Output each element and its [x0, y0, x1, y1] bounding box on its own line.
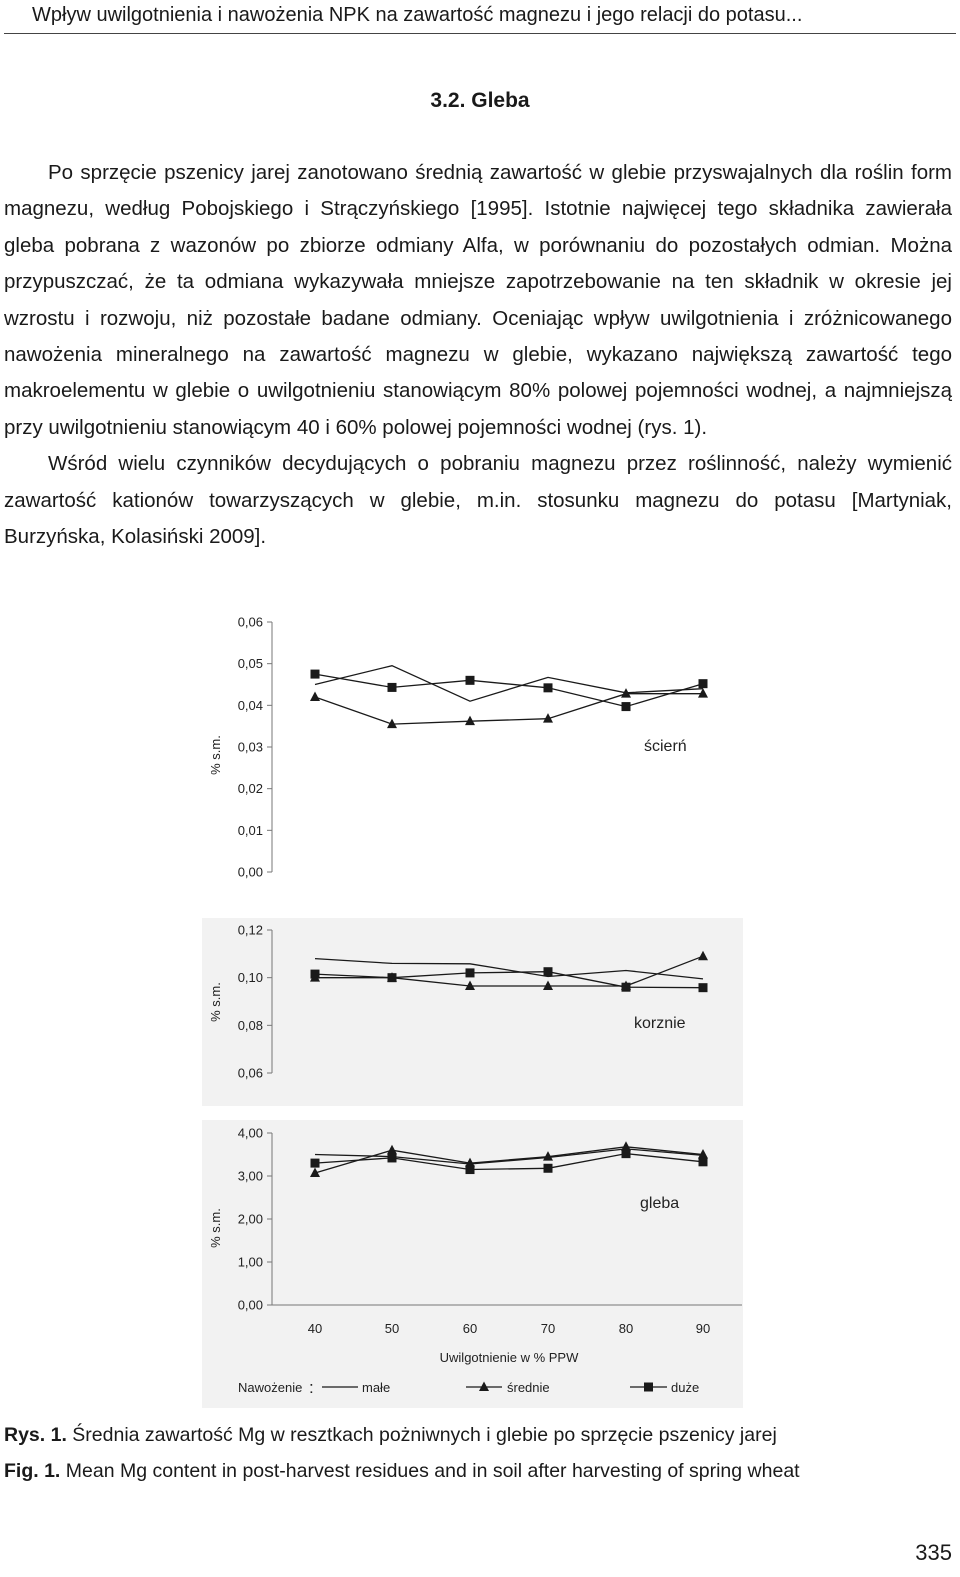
- legend-duze-label: duże: [671, 1380, 699, 1395]
- soil-panel-x-tick-label: 90: [696, 1321, 710, 1336]
- roots-panel-series-duze-point: [310, 969, 320, 979]
- soil-panel-y-tick-label: 0,00: [238, 1298, 263, 1313]
- soil-panel-series-duze-point: [543, 1163, 553, 1173]
- stubble-panel-y-tick-label: 0,00: [238, 865, 263, 880]
- figure-chart: 0,00 0,01 0,02 0,03 0,04 0,05 0,06 % s.m. ścierń…: [202, 615, 743, 1408]
- stubble-panel-series-srednie-point: [543, 713, 553, 723]
- figure-1: 0,00 0,01 0,02 0,03 0,04 0,05 0,06 % s.m. ścierń…: [0, 600, 960, 1420]
- caption-en-text: Mean Mg content in post-harvest residues…: [65, 1460, 800, 1482]
- soil-panel-x-tick-label: 60: [463, 1321, 477, 1336]
- stubble-panel-series-duze-point: [387, 682, 397, 692]
- roots-panel-series-duze-point: [621, 982, 631, 992]
- roots-panel-series-srednie-point: [698, 950, 708, 961]
- running-head: Wpływ uwilgotnienia i nawożenia NPK na z…: [32, 4, 803, 26]
- soil-panel-series-srednie-point: [310, 1167, 320, 1177]
- stubble-panel-series-male-line: [314, 665, 704, 702]
- soil-panel-series-duze-point: [465, 1165, 475, 1175]
- soil-panel-y-tick-label: 2,00: [238, 1212, 263, 1227]
- roots-panel-y-tick-label: 0,10: [238, 970, 263, 985]
- soil-panel-y-label: % s.m.: [208, 1208, 223, 1248]
- legend-srednie-label: średnie: [507, 1380, 550, 1395]
- stubble-panel-series-duze-point: [543, 683, 553, 693]
- soil-panel-x-tick-label: 50: [385, 1321, 399, 1336]
- soil-panel-x-tick-label: 40: [308, 1321, 322, 1336]
- roots-panel-background: [202, 918, 743, 1106]
- stubble-panel-y-tick-label: 0,06: [238, 615, 263, 630]
- soil-panel-series-srednie-point: [387, 1144, 397, 1155]
- soil-panel-y-tick-label: 4,00: [238, 1126, 263, 1141]
- roots-panel-series-srednie-point: [465, 980, 475, 991]
- caption-pl: Rys. 1. Średnia zawartość Mg w resztkach…: [4, 1424, 777, 1447]
- stubble-panel-series-duze-point: [465, 675, 475, 685]
- stubble-panel-series-srednie-point: [698, 688, 708, 698]
- legend-colon: :: [309, 1378, 314, 1397]
- soil-panel-series-duze-point: [621, 1149, 631, 1159]
- roots-panel-series-duze-point: [387, 973, 397, 983]
- header-rule: [4, 33, 956, 34]
- stubble-panel-y-tick-label: 0,02: [238, 781, 263, 796]
- roots-panel-series-duze-point: [543, 967, 553, 977]
- soil-panel-x-tick-label: 70: [541, 1321, 555, 1336]
- stubble-panel-y-tick-label: 0,01: [238, 823, 263, 838]
- soil-panel-label: gleba: [640, 1195, 679, 1212]
- stubble-panel-series-srednie-point: [310, 691, 320, 701]
- stubble-panel-series-duze-point: [310, 669, 320, 679]
- caption-pl-text: Średnia zawartość Mg w resztkach pożniwn…: [72, 1424, 777, 1446]
- soil-panel-y-tick-label: 1,00: [238, 1255, 263, 1270]
- soil-panel-series-duze-point: [387, 1153, 397, 1163]
- soil-panel-series-srednie-point: [698, 1149, 708, 1159]
- stubble-panel-series-duze-point: [621, 702, 631, 712]
- soil-panel-series-duze-point: [310, 1158, 320, 1168]
- stubble-panel-series-srednie-point: [465, 715, 475, 726]
- roots-panel-y-label: % s.m.: [208, 982, 223, 1022]
- stubble-panel-series-duze-line: [314, 673, 704, 708]
- soil-panel-x-tick-label: 80: [619, 1321, 633, 1336]
- page-number: 335: [915, 1540, 952, 1565]
- roots-panel-series-duze-point: [465, 968, 475, 978]
- legend-duze-marker: [644, 1382, 653, 1392]
- soil-panel-series-duze-point: [698, 1157, 708, 1167]
- roots-panel-series-male-line: [314, 957, 704, 980]
- body-text: Po sprzęcie pszenicy jarej zanotowano śr…: [4, 155, 952, 555]
- soil-panel-series-srednie-point: [465, 1157, 475, 1168]
- soil-panel-series-srednie-point: [621, 1141, 631, 1151]
- stubble-panel-y-tick-label: 0,03: [238, 740, 263, 755]
- roots-panel-series-duze-point: [698, 983, 708, 993]
- soil-panel-series-srednie-point: [543, 1151, 553, 1161]
- stubble-panel-series-srednie-line: [314, 693, 703, 725]
- roots-panel-y-tick-label: 0,12: [238, 923, 263, 938]
- stubble-panel-y-tick-label: 0,04: [238, 698, 263, 713]
- stubble-panel-y-label: % s.m.: [208, 735, 223, 775]
- soil-panel-series-male-line: [314, 1148, 704, 1165]
- x-axis-label: Uwilgotnienie w % PPW: [440, 1350, 579, 1365]
- caption-en-label: Fig. 1.: [4, 1460, 61, 1482]
- legend-srednie-marker: [479, 1381, 489, 1391]
- paragraph-2: Wśród wielu czynników decydujących o pob…: [4, 452, 952, 549]
- caption-pl-label: Rys. 1.: [4, 1424, 67, 1446]
- stubble-panel-series-srednie-point: [621, 688, 631, 698]
- legend-male-label: małe: [362, 1380, 390, 1395]
- section-title: 3.2. Gleba: [430, 89, 530, 112]
- stubble-panel-label: ścierń: [644, 738, 687, 755]
- stubble-panel-series-srednie-point: [387, 718, 397, 729]
- stubble-panel-series-duze-point: [698, 679, 708, 689]
- caption-en: Fig. 1. Mean Mg content in post-harvest …: [4, 1460, 800, 1483]
- legend-title: Nawożenie: [238, 1380, 302, 1395]
- roots-panel-y-tick-label: 0,06: [238, 1066, 263, 1081]
- stubble-panel-y-tick-label: 0,05: [238, 656, 263, 671]
- roots-panel-label: korznie: [634, 1015, 686, 1032]
- paragraph-1: Po sprzęcie pszenicy jarej zanotowano śr…: [4, 161, 952, 439]
- roots-panel-series-duze-line: [314, 971, 704, 989]
- soil-panel-y-tick-label: 3,00: [238, 1169, 263, 1184]
- soil-panel-series-srednie-line: [314, 1146, 704, 1174]
- roots-panel-series-srednie-point: [543, 980, 553, 991]
- soil-panel-series-duze-line: [314, 1152, 704, 1171]
- roots-panel-y-tick-label: 0,08: [238, 1018, 263, 1033]
